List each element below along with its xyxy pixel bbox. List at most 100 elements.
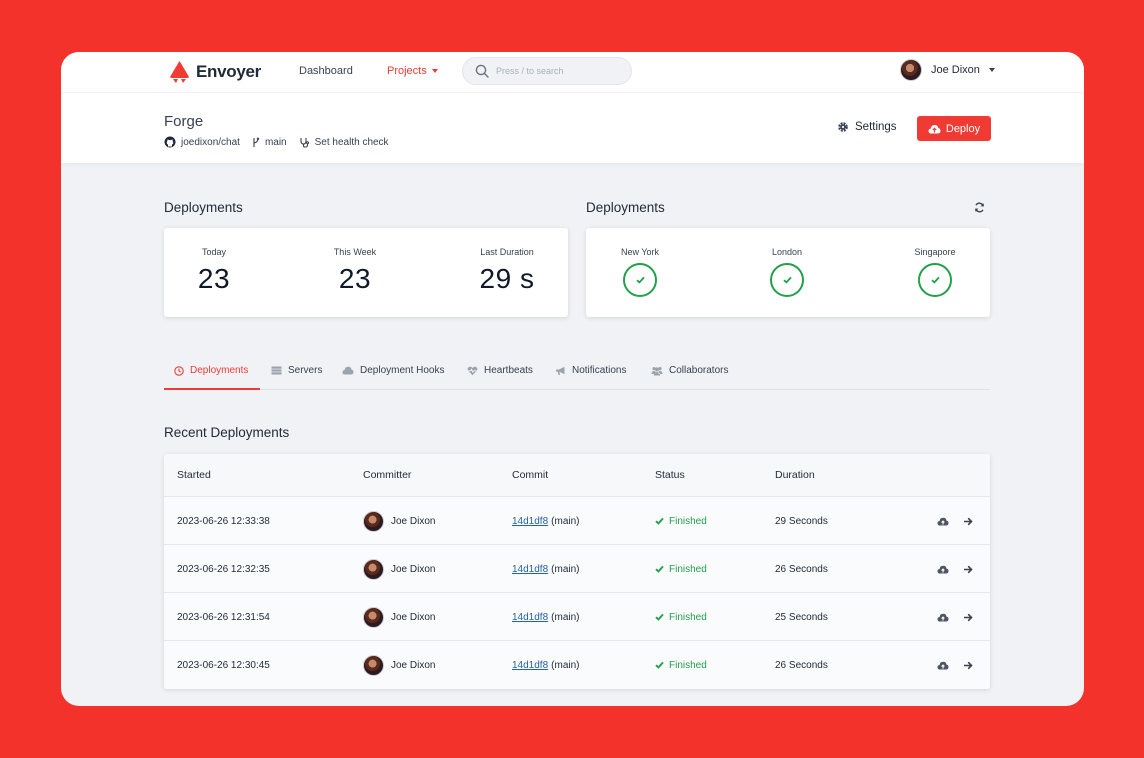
branch-name: main (264, 136, 287, 148)
deploy-button[interactable]: Deploy (917, 116, 991, 141)
commit-branch: (main) (551, 611, 580, 623)
nav-dashboard[interactable]: Dashboard (299, 65, 353, 77)
check-icon (655, 517, 664, 525)
stat-value: 23 (197, 263, 231, 294)
committer-cell: Joe Dixon (363, 545, 435, 593)
committer-name: Joe Dixon (391, 563, 436, 575)
avatar (363, 510, 384, 532)
check-icon (655, 613, 664, 621)
tab-deployments[interactable]: Deployments (174, 365, 248, 376)
refresh-icon[interactable] (974, 202, 985, 213)
nav-projects[interactable]: Projects (387, 65, 438, 77)
server-icon (271, 366, 282, 375)
gear-icon (838, 122, 848, 132)
region-singapore: Singapore (895, 247, 975, 297)
nav-projects-label: Projects (387, 65, 427, 77)
arrow-right-icon[interactable] (963, 661, 973, 670)
commit-link[interactable]: 14d1df8 (512, 659, 549, 671)
commit-branch: (main) (551, 659, 580, 671)
stat-label: Last Duration (480, 247, 534, 257)
repo-link[interactable]: joedixon/chat (164, 136, 240, 148)
commit-link[interactable]: 14d1df8 (512, 611, 549, 623)
stat-label: This Week (333, 247, 377, 257)
project-meta: joedixon/chat main Set health check (164, 136, 401, 148)
duration-cell: 26 Seconds (775, 659, 828, 671)
commit-cell: 14d1df8 (main) (512, 497, 580, 545)
column-header: Started (177, 469, 211, 481)
region-status (770, 263, 804, 297)
duration-cell: 26 Seconds (775, 563, 828, 575)
chevron-down-icon (988, 68, 995, 72)
row-actions (937, 593, 973, 641)
committer-cell: Joe Dixon (363, 593, 435, 641)
clock-icon (174, 365, 184, 376)
commit-branch: (main) (551, 563, 580, 575)
tab-label: Deployments (190, 365, 249, 376)
cloud-upload-icon[interactable] (937, 517, 949, 526)
started-cell: 2023-06-26 12:30:45 (177, 659, 270, 671)
column-header: Status (655, 469, 685, 481)
stats-card: Today 23 This Week 23 Last Duration 29 s (164, 228, 568, 317)
check-icon (655, 565, 664, 573)
health-check-link[interactable]: Set health check (299, 137, 389, 148)
cloud-upload-icon[interactable] (937, 565, 949, 574)
health-check-label: Set health check (314, 136, 389, 148)
tab-label: Notifications (572, 365, 627, 376)
cloud-upload-icon[interactable] (937, 661, 949, 670)
region-label: Singapore (914, 247, 956, 257)
search-input[interactable] (496, 66, 616, 76)
commit-link[interactable]: 14d1df8 (512, 515, 549, 527)
avatar (363, 654, 384, 676)
arrow-right-icon[interactable] (963, 613, 973, 622)
cloud-icon (342, 366, 354, 375)
avatar (363, 606, 384, 628)
top-navbar: Envoyer Dashboard Projects Joe Dixon (61, 52, 1084, 93)
status-label: Finished (669, 611, 707, 623)
table-row[interactable]: 2023-06-26 12:33:38 Joe Dixon 14d1df8 (m… (164, 497, 990, 545)
table-row[interactable]: 2023-06-26 12:32:35 Joe Dixon 14d1df8 (m… (164, 545, 990, 593)
search-icon (475, 64, 489, 78)
status-cell: Finished (655, 497, 707, 545)
deploy-label: Deploy (945, 122, 981, 135)
status-cell: Finished (655, 641, 707, 689)
table-row[interactable]: 2023-06-26 12:30:45 Joe Dixon 14d1df8 (m… (164, 641, 990, 689)
commit-cell: 14d1df8 (main) (512, 593, 580, 641)
tab-deployment-hooks[interactable]: Deployment Hooks (342, 365, 444, 376)
logo[interactable]: Envoyer (169, 60, 261, 84)
started-cell: 2023-06-26 12:31:54 (177, 611, 270, 623)
search-box[interactable] (462, 57, 632, 85)
region-new-york: New York (600, 247, 680, 297)
stat-last-duration: Last Duration 29 s (462, 247, 552, 295)
table-row[interactable]: 2023-06-26 12:31:54 Joe Dixon 14d1df8 (m… (164, 593, 990, 641)
app-name: Envoyer (196, 62, 261, 81)
stat-label: Today (201, 247, 227, 257)
tab-heartbeats[interactable]: Heartbeats (467, 365, 533, 376)
cloud-upload-icon[interactable] (937, 613, 949, 622)
settings-button[interactable]: Settings (837, 121, 897, 133)
status-label: Finished (669, 563, 707, 575)
project-header: Forge joedixon/chat main (61, 93, 1084, 163)
commit-cell: 14d1df8 (main) (512, 641, 580, 689)
arrow-right-icon[interactable] (963, 565, 973, 574)
region-label: London (771, 247, 803, 257)
heart-icon (467, 366, 478, 375)
region-status (918, 263, 952, 297)
arrow-right-icon[interactable] (963, 517, 973, 526)
check-icon (930, 276, 940, 284)
commit-cell: 14d1df8 (main) (512, 545, 580, 593)
stethoscope-icon (300, 137, 309, 148)
region-label: New York (620, 247, 660, 257)
stat-value: 29 s (479, 263, 535, 294)
deployments-table: Started Committer Commit Status Duration… (164, 454, 990, 689)
duration-cell: 25 Seconds (775, 611, 828, 623)
user-menu[interactable]: Joe Dixon (900, 59, 995, 81)
commit-link[interactable]: 14d1df8 (512, 563, 549, 575)
tab-servers[interactable]: Servers (271, 365, 322, 376)
tab-collaborators[interactable]: Collaborators (651, 365, 728, 376)
tab-notifications[interactable]: Notifications (555, 365, 626, 376)
started-cell: 2023-06-26 12:33:38 (177, 515, 270, 527)
stat-this-week: This Week 23 (315, 247, 395, 295)
stat-today: Today 23 (184, 247, 244, 295)
repo-name: joedixon/chat (181, 136, 240, 148)
regions-card: New York London Singapore (586, 228, 990, 317)
